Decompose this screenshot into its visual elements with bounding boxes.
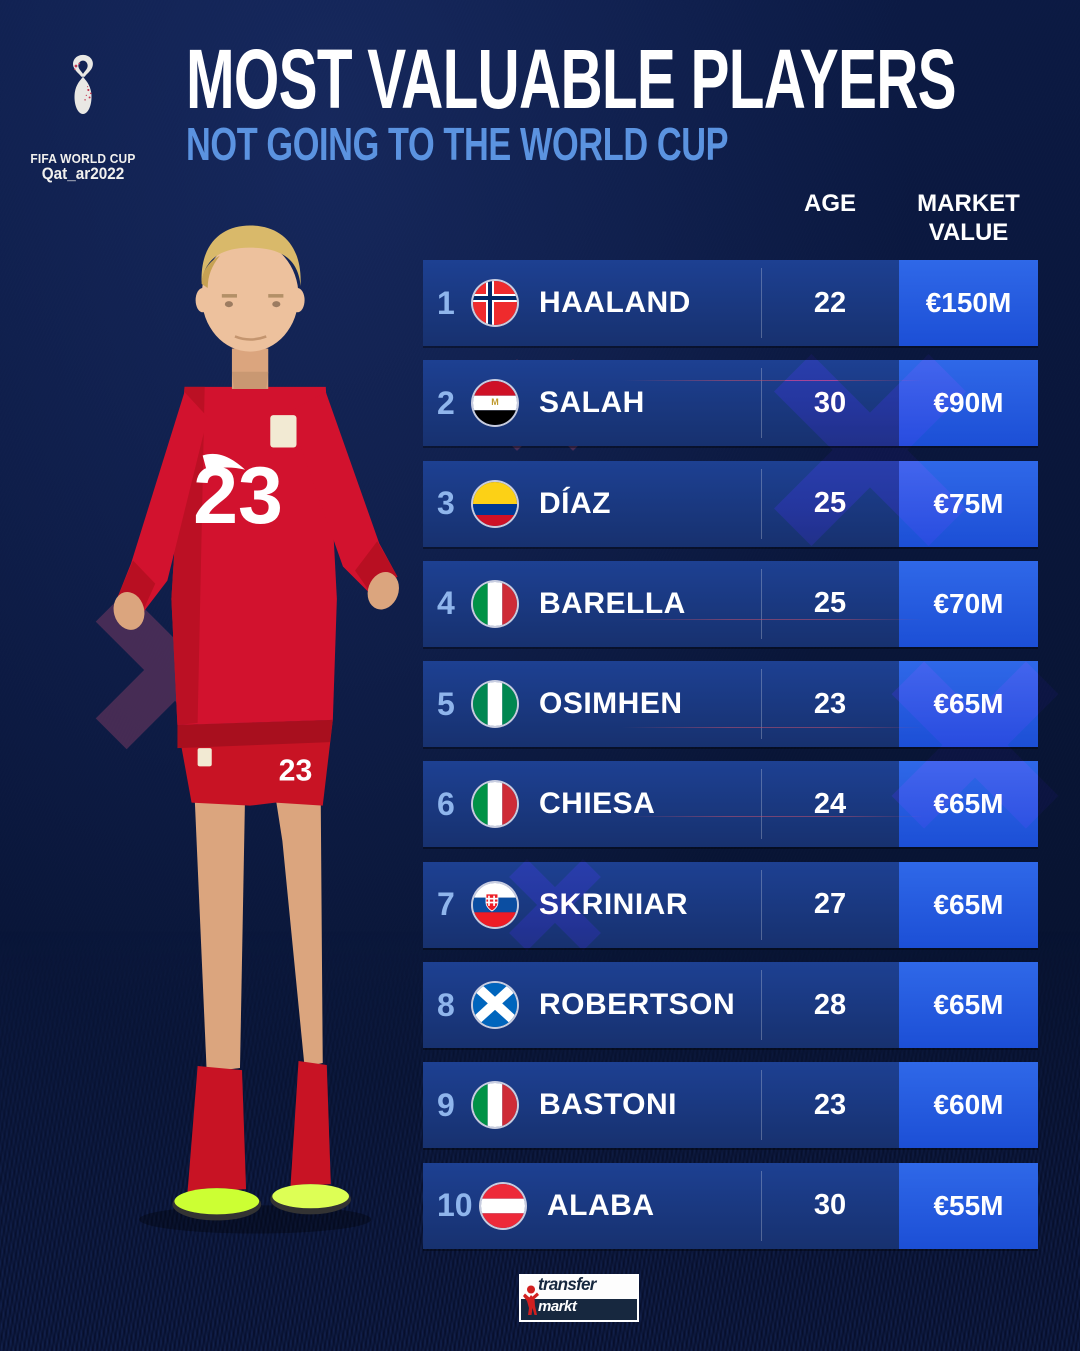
svg-text:23: 23 bbox=[279, 754, 313, 787]
svg-text:M: M bbox=[491, 397, 499, 407]
